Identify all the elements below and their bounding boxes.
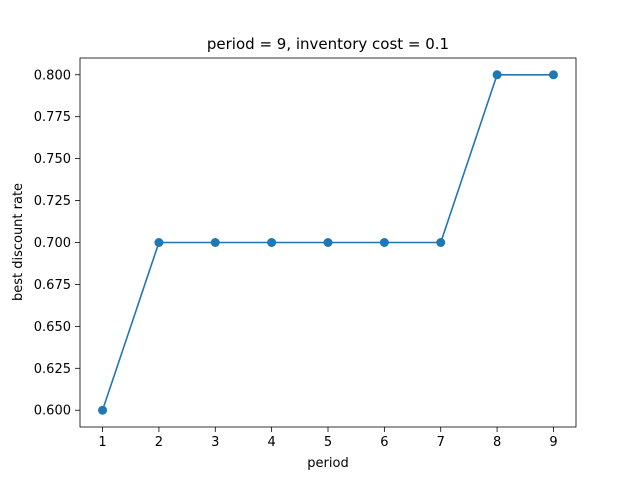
y-tick-label: 0.700 (34, 236, 71, 251)
x-tick-label: 3 (211, 435, 219, 450)
x-tick-label: 9 (549, 435, 557, 450)
data-point (154, 238, 164, 247)
plot-area: 1 2 3 4 5 6 7 8 9 0.600 0.625 0.650 0.675 0.700 0.725 0… (34, 57, 577, 450)
x-tick-label: 1 (98, 435, 106, 450)
data-point (210, 238, 220, 247)
y-tick-label: 0.750 (34, 152, 71, 167)
x-tick-label: 4 (267, 435, 275, 450)
data-point (436, 238, 446, 247)
y-tick-label: 0.650 (34, 320, 71, 335)
x-tick-label: 2 (155, 435, 163, 450)
data-point (267, 238, 277, 247)
y-tick-label: 0.600 (34, 404, 71, 419)
x-tick-label: 7 (437, 435, 445, 450)
x-axis-label: period (307, 456, 348, 471)
y-tick-label: 0.775 (34, 110, 71, 125)
data-point (379, 238, 389, 247)
y-tick-label: 0.625 (34, 362, 71, 377)
y-tick-label: 0.800 (34, 68, 71, 83)
x-tick-label: 5 (324, 435, 332, 450)
data-point (98, 405, 108, 415)
data-point (548, 70, 558, 80)
x-tick-label: 6 (380, 435, 388, 450)
x-tick-label: 8 (493, 435, 501, 450)
plot-frame (79, 57, 577, 428)
data-point (492, 70, 502, 80)
y-tick-label: 0.725 (34, 194, 71, 209)
data-point (323, 238, 333, 247)
y-tick-label: 0.675 (34, 278, 71, 293)
y-axis-label: best discount rate (11, 183, 26, 301)
chart-title: period = 9, inventory cost = 0.1 (207, 35, 449, 53)
